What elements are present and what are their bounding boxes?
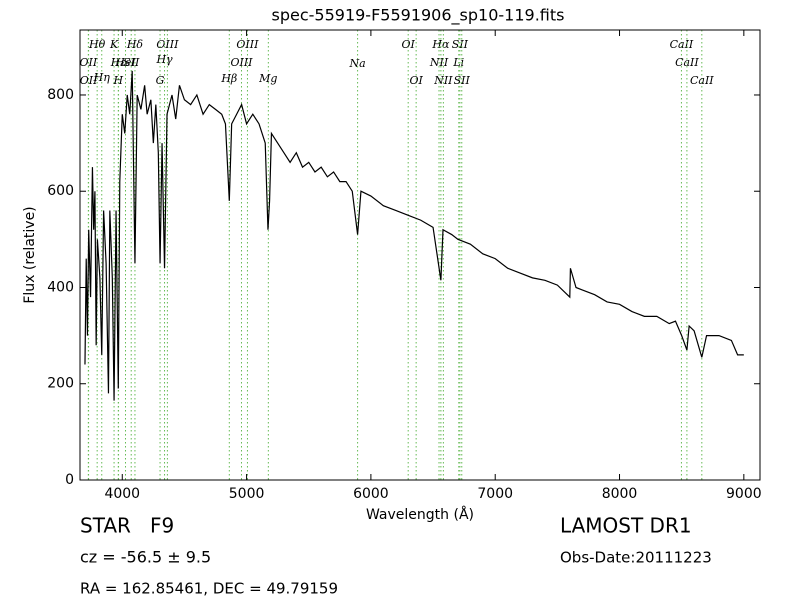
y-tick-label: 200 — [47, 376, 74, 392]
x-tick-label: 4000 — [104, 486, 140, 502]
coordinates: RA = 162.85461, DEC = 49.79159 — [80, 580, 338, 598]
spectral-line-label: NII — [433, 74, 453, 87]
spectral-line-label: Hγ — [155, 53, 173, 66]
object-class: STAR F9 — [80, 514, 174, 538]
spectral-line-label: CaII — [675, 56, 699, 69]
spectral-line-label: K — [109, 38, 119, 51]
spectral-line-label: OI — [402, 38, 416, 51]
x-tick-label: 7000 — [477, 486, 513, 502]
y-tick-label: 0 — [65, 472, 74, 488]
y-tick-label: 400 — [47, 279, 74, 295]
spectral-line-label: CaII — [690, 74, 714, 87]
spectral-line-label: Hδ — [126, 38, 144, 51]
spectral-line-label: OI — [409, 74, 423, 87]
spectral-line-label: Hβ — [220, 72, 237, 85]
x-tick-label: 6000 — [353, 486, 389, 502]
x-tick-label: 5000 — [229, 486, 265, 502]
spectral-line-label: Hη — [93, 71, 111, 84]
survey: LAMOST DR1 — [560, 514, 692, 538]
spectral-line-label: Hα — [431, 38, 450, 51]
obs-date: Obs-Date:20111223 — [560, 549, 712, 567]
redshift: cz = -56.5 ± 9.5 — [80, 548, 211, 567]
y-tick-label: 800 — [47, 87, 74, 103]
x-tick-label: 9000 — [726, 486, 762, 502]
plot-frame — [79, 29, 761, 481]
x-tick-label: 8000 — [602, 486, 638, 502]
spectral-line-label: OIII — [156, 38, 179, 51]
spectrum — [84, 70, 744, 401]
spectral-line-label: Li — [452, 56, 464, 69]
spectral-line-label: SII — [123, 56, 140, 69]
x-axis-label: Wavelength (Å) — [366, 506, 474, 523]
spectral-line-label: OIII — [230, 56, 253, 69]
spectral-line-label: NII — [429, 56, 449, 69]
spectral-line-label: SII — [454, 74, 471, 87]
spectral-line-label: H — [112, 74, 123, 87]
y-tick-label: 600 — [47, 183, 74, 199]
spectral-line-label: OIII — [236, 38, 259, 51]
spectral-line-label: Hθ — [88, 38, 106, 51]
chart-title: spec-55919-F5591906_sp10-119.fits — [272, 6, 565, 26]
spectral-line-label: CaII — [670, 38, 694, 51]
spectral-line-label: OII — [80, 74, 98, 87]
y-axis-label: Flux (relative) — [22, 206, 38, 303]
spectral-line-label: Mg — [258, 72, 277, 85]
spectral-line-label: SII — [452, 38, 469, 51]
spectral-line-label: G — [156, 74, 165, 87]
spectral-line-label: Na — [349, 57, 366, 70]
